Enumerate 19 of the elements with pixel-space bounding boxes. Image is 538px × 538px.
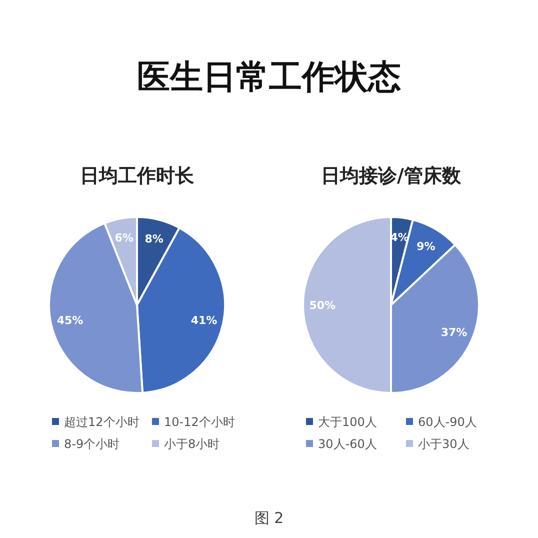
text: 医生日常工作状态 xyxy=(137,57,401,96)
data-label: 9% xyxy=(416,240,436,253)
data-label: 6% xyxy=(114,231,134,244)
data-label: 8% xyxy=(144,232,164,246)
data-label: 45% xyxy=(56,314,84,327)
legend-label: 10-12个小时 xyxy=(164,415,235,430)
legend-label: 60人-90人 xyxy=(418,415,477,430)
legend-label: 小于8小时 xyxy=(164,437,220,452)
data-label: 50% xyxy=(309,298,336,312)
legend-label: 小于30人 xyxy=(418,437,470,452)
legend-label: 大于100人 xyxy=(318,415,377,430)
data-label: 41% xyxy=(190,314,218,327)
data-label: 37% xyxy=(440,326,468,340)
chart-title: 日均接诊/管床数 xyxy=(321,165,462,187)
legend-label: 超过12个小时 xyxy=(64,415,140,430)
chart-title: 日均工作时长 xyxy=(80,165,195,187)
legend-label: 8-9个小时 xyxy=(64,437,120,452)
legend-label: 30人-60人 xyxy=(318,437,377,452)
caption: 图 2 xyxy=(254,509,284,527)
